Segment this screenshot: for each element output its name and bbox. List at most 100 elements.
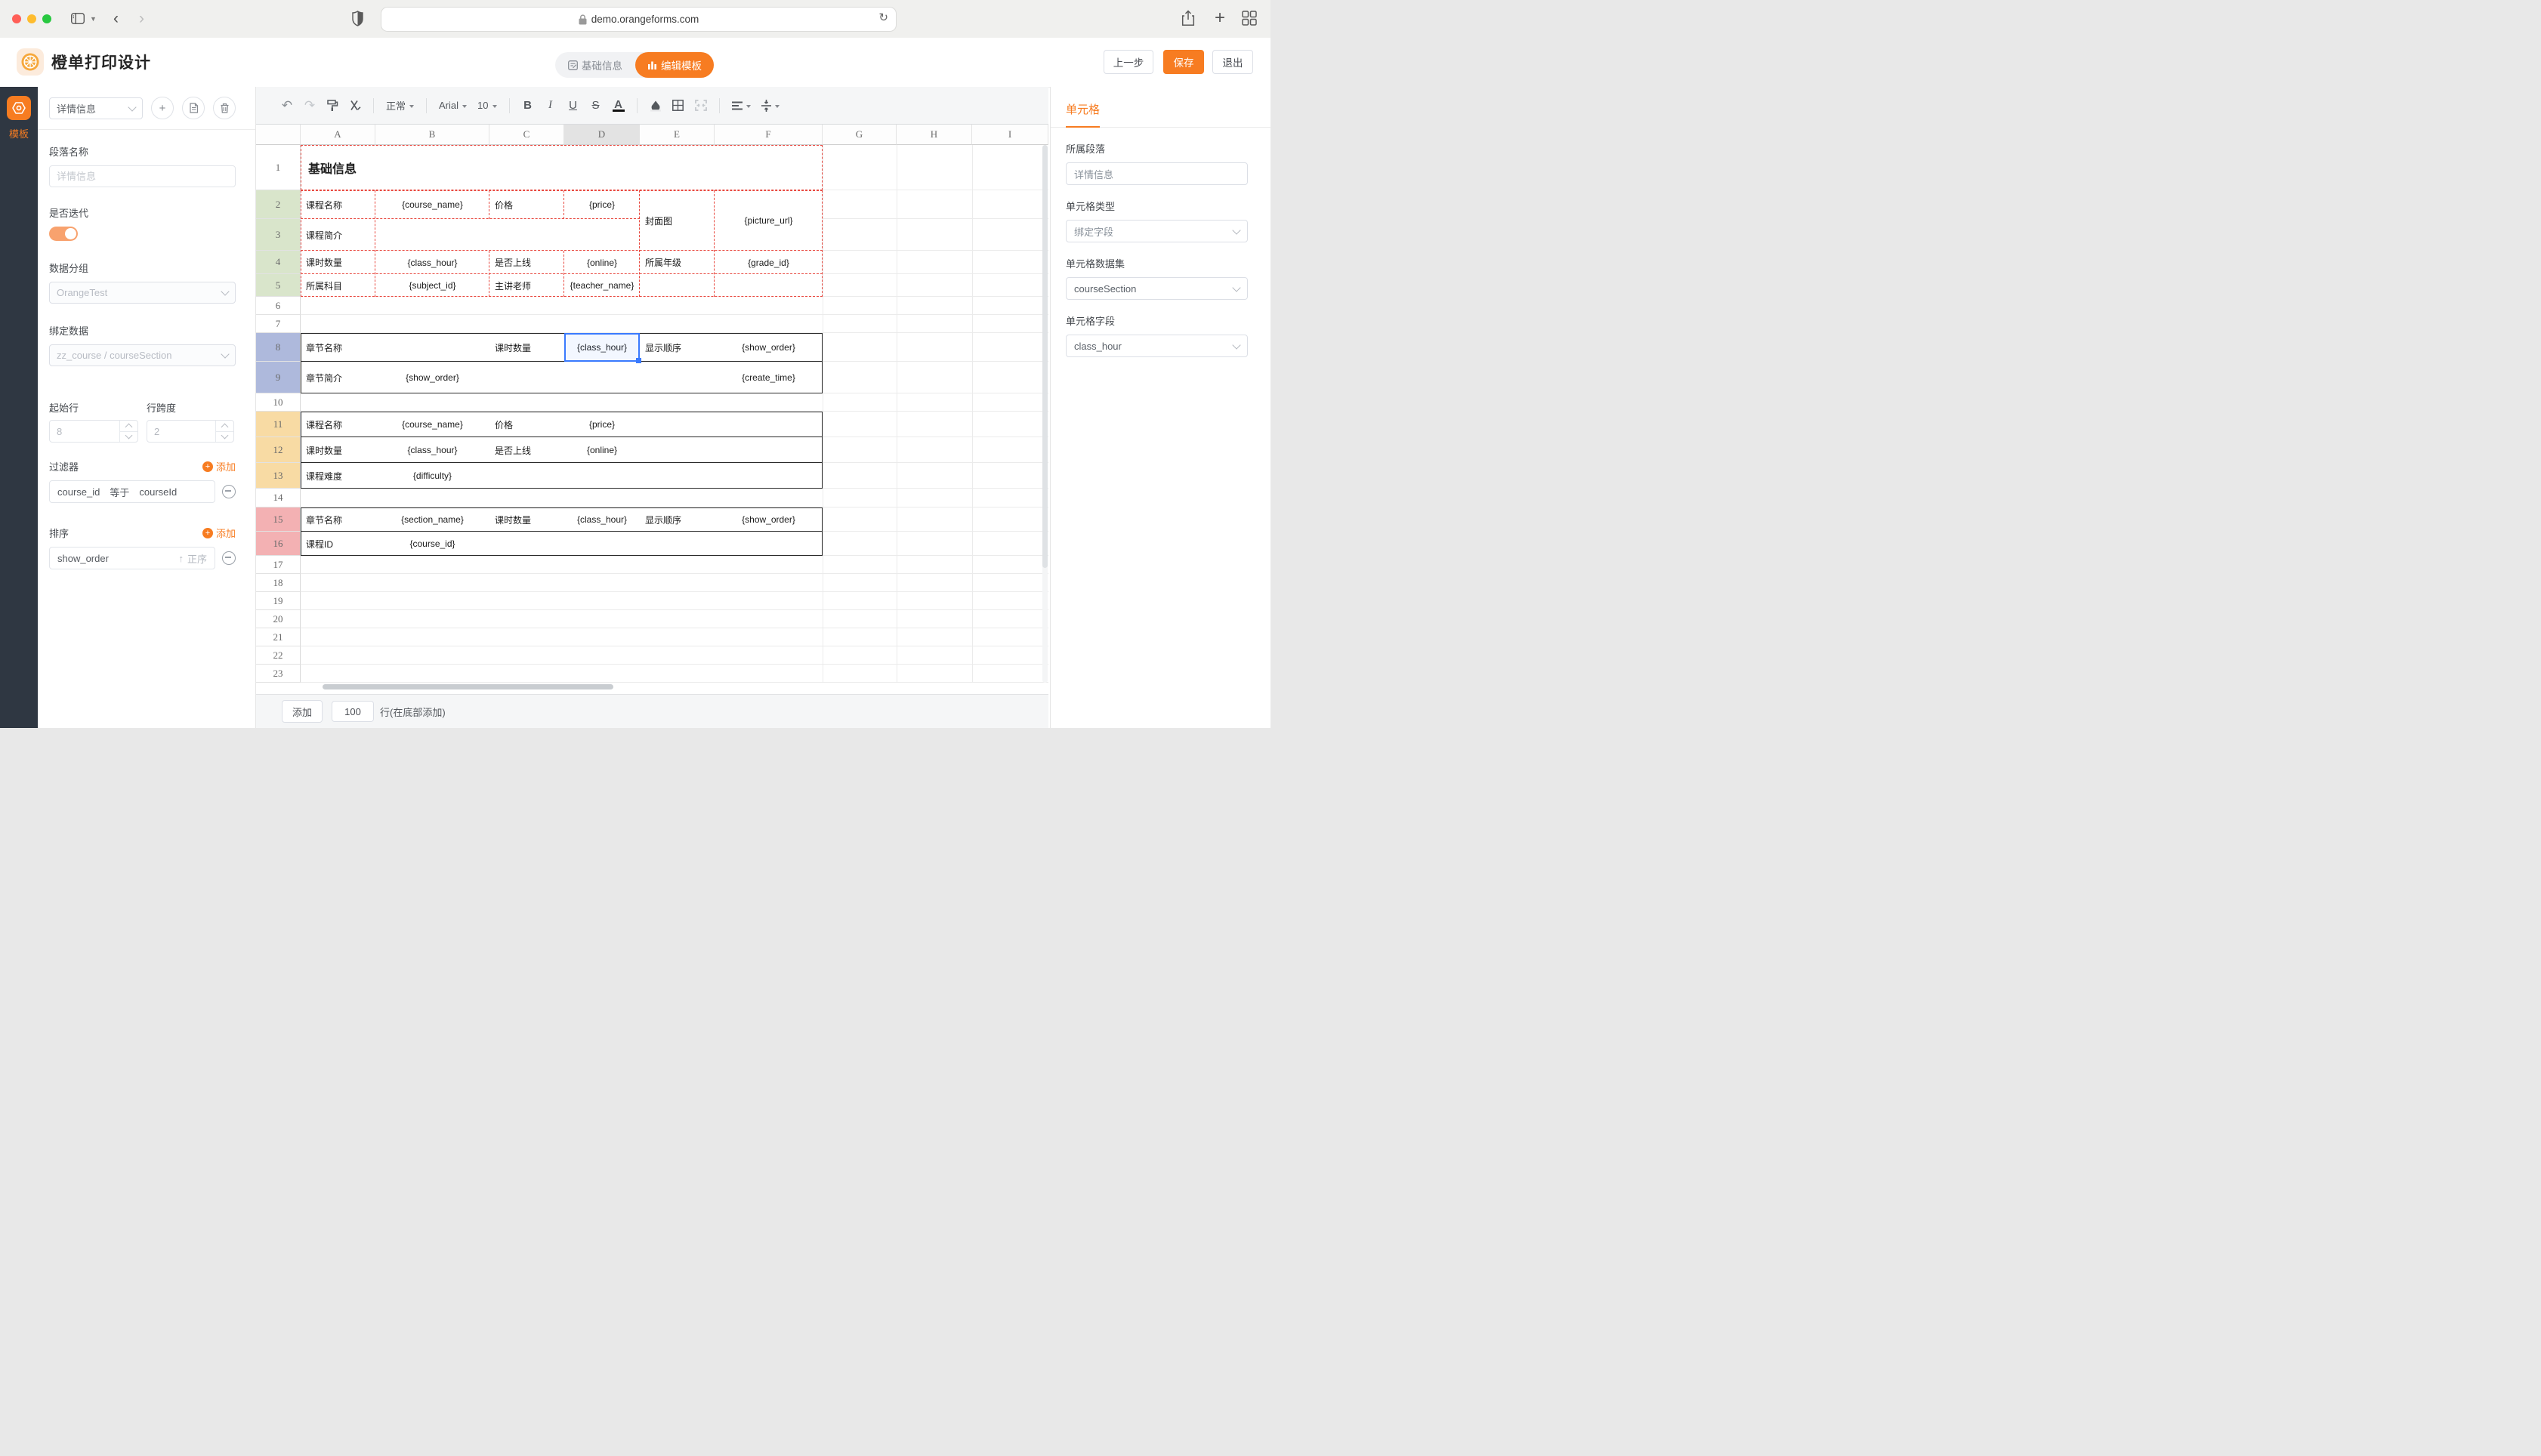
row-header[interactable]: 23 [256,665,301,683]
grid-cell[interactable]: 课程简介 [306,230,343,241]
strikethrough-icon[interactable]: S [591,99,600,112]
row-span-input[interactable] [147,421,206,442]
grid-cell[interactable]: {class_hour} [576,342,628,353]
section-select[interactable]: 详情信息 [49,97,143,119]
grid-cell[interactable]: {class_hour} [576,514,628,525]
bold-icon[interactable]: B [523,99,532,112]
column-header[interactable]: A [301,125,375,145]
row-header[interactable]: 13 [256,463,301,489]
remove-filter-icon[interactable] [222,485,236,498]
row-header[interactable]: 11 [256,412,301,437]
row-header[interactable]: 1 [256,145,301,190]
sort-item[interactable]: show_order ↑ 正序 [49,547,215,569]
grid-cell[interactable]: {class_hour} [407,257,458,268]
grid-cell[interactable]: {course_name} [402,199,463,210]
grid-cell[interactable]: {section_name} [401,514,464,525]
row-header[interactable]: 14 [256,489,301,507]
delete-section-button[interactable] [213,97,236,119]
row-span-stepper[interactable] [147,420,234,443]
grid-cell[interactable]: 主讲老师 [495,280,532,292]
grid-cell[interactable]: 课时数量 [495,514,532,526]
grid-cell[interactable]: {price} [588,419,616,430]
grid-corner[interactable] [256,125,301,145]
sidebar-toggle-icon[interactable] [71,13,85,24]
grid-cell[interactable]: {online} [586,257,618,268]
underline-icon[interactable]: U [569,99,577,112]
row-header[interactable]: 20 [256,610,301,628]
cell-field-select[interactable]: class_hour [1066,335,1248,357]
vertical-align-select[interactable] [761,99,780,112]
bind-data-select[interactable]: zz_course / courseSection [49,344,236,366]
close-window-button[interactable] [12,14,21,23]
tab-edit-template[interactable]: 编辑模板 [635,52,714,78]
add-rows-button[interactable]: 添加 [282,700,323,723]
belong-paragraph-input[interactable]: 详情信息 [1066,162,1248,185]
row-header[interactable]: 15 [256,507,301,532]
grid-cell[interactable]: 课程ID [306,538,334,550]
grid-cell[interactable]: {grade_id} [748,257,789,268]
grid-cell[interactable]: 价格 [495,199,514,211]
grid-cell[interactable]: 章节名称 [306,342,343,353]
save-button[interactable]: 保存 [1163,50,1204,74]
filter-item[interactable]: course_id 等于 courseId [49,480,215,503]
cell-type-select[interactable]: 绑定字段 [1066,220,1248,242]
tab-basic-info[interactable]: 基础信息 [555,52,635,78]
grid-cell[interactable]: 封面图 [645,215,673,227]
column-header[interactable]: H [897,125,972,145]
row-header[interactable]: 7 [256,315,301,333]
column-header[interactable]: D [564,125,640,145]
grid-cell[interactable]: 是否上线 [495,258,532,268]
row-header[interactable]: 17 [256,556,301,574]
spin-down-icon[interactable] [120,430,137,443]
grid-cell[interactable]: {show_order} [742,514,795,525]
grid-cell[interactable]: 所属年级 [645,258,682,268]
row-header[interactable]: 12 [256,437,301,463]
format-select[interactable]: 正常 [386,98,415,113]
grid-cell[interactable]: {price} [588,199,616,210]
row-header[interactable]: 19 [256,592,301,610]
prev-step-button[interactable]: 上一步 [1104,50,1153,74]
horizontal-scrollbar[interactable] [323,684,613,689]
undo-icon[interactable]: ↶ [281,97,293,113]
grid-cell[interactable]: {subject_id} [409,280,456,291]
grid-cell[interactable]: {online} [586,445,618,455]
column-header[interactable]: F [715,125,823,145]
row-header[interactable]: 16 [256,532,301,556]
selected-cell-outline[interactable] [564,333,641,363]
grid-cell[interactable]: 价格 [495,419,514,430]
row-header[interactable]: 4 [256,251,301,274]
minimize-window-button[interactable] [27,14,36,23]
grid-cell[interactable]: {difficulty} [412,470,452,481]
vertical-scrollbar[interactable] [1042,145,1048,568]
add-sort-button[interactable]: + 添加 [202,526,236,540]
row-header[interactable]: 5 [256,274,301,297]
new-tab-icon[interactable]: + [1215,8,1226,28]
tab-cell[interactable]: 单元格 [1066,101,1101,128]
tab-overview-icon[interactable] [1242,11,1257,26]
start-row-stepper[interactable] [49,420,138,443]
sidebar-chevron-icon[interactable]: ▼ [90,15,97,23]
borders-icon[interactable] [672,100,684,111]
quit-button[interactable]: 退出 [1212,50,1253,74]
column-header[interactable]: B [375,125,489,145]
grid-cell[interactable]: 课时数量 [306,445,343,456]
iterate-toggle[interactable] [49,227,78,241]
row-header[interactable]: 9 [256,362,301,393]
grid-cell[interactable]: 所属科目 [306,280,343,292]
paint-format-icon[interactable] [326,99,338,112]
grid-cell[interactable]: {class_hour} [407,445,458,455]
grid-cell[interactable]: 基础信息 [308,163,357,176]
fill-handle[interactable] [636,358,641,363]
template-nav-label[interactable]: 模板 [8,128,29,140]
add-section-button[interactable]: + [151,97,174,119]
back-icon[interactable]: ‹ [113,10,119,27]
spin-down-icon[interactable] [216,430,233,443]
template-nav-button[interactable] [7,96,31,120]
row-header[interactable]: 2 [256,190,301,219]
grid-cell[interactable]: {course_id} [409,538,455,549]
italic-icon[interactable]: I [548,99,552,111]
grid-cell[interactable]: 显示顺序 [645,342,682,353]
merge-cells-icon[interactable] [694,100,707,111]
grid-cell[interactable]: 显示顺序 [645,514,682,526]
grid-cell[interactable]: 课程难度 [306,470,343,482]
